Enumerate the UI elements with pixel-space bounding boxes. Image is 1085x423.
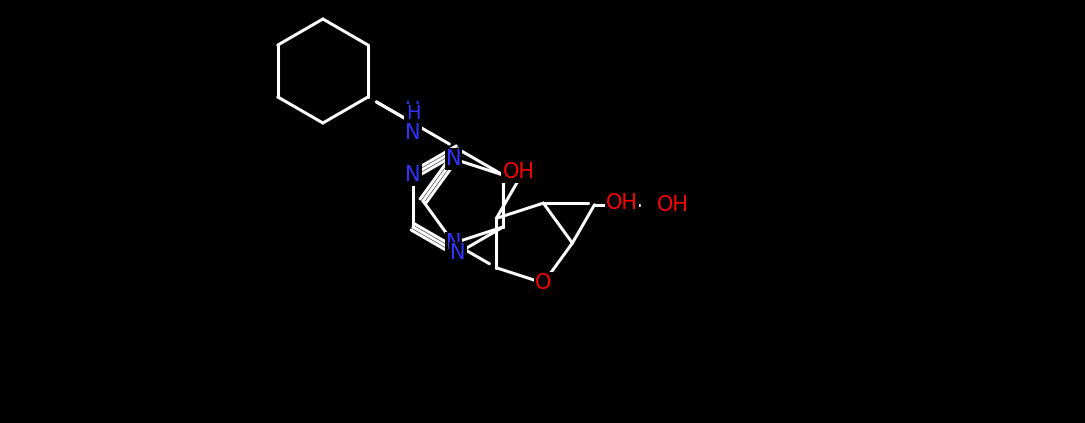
Text: N: N: [446, 149, 461, 169]
Text: H: H: [406, 104, 420, 123]
Text: N: N: [446, 233, 461, 253]
Text: H
N: H N: [405, 102, 421, 145]
Text: OH: OH: [656, 195, 689, 215]
Text: N: N: [405, 123, 421, 143]
Text: OH: OH: [605, 193, 638, 213]
Text: OH: OH: [502, 162, 535, 182]
Text: N: N: [450, 243, 465, 263]
Text: N: N: [405, 165, 421, 185]
Text: O: O: [535, 273, 551, 293]
